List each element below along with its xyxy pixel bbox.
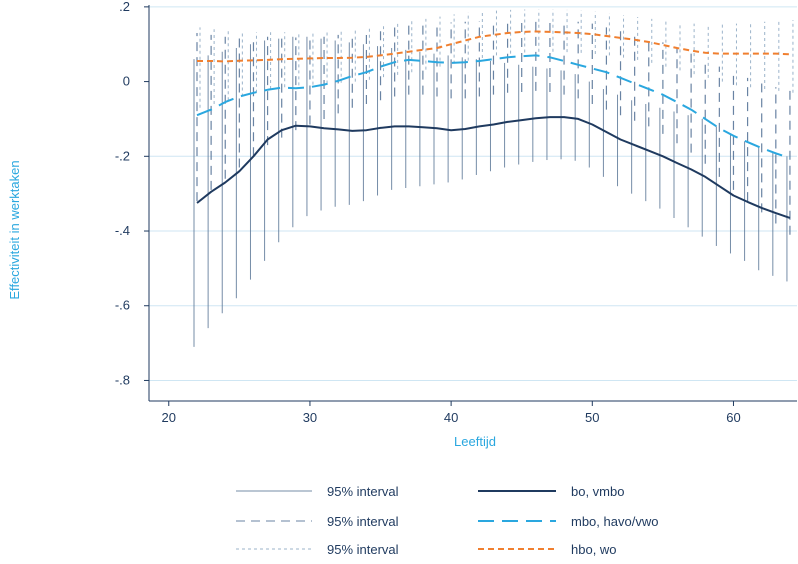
- legend-ci-label-2: 95% interval: [327, 542, 399, 557]
- legend: 95% interval 95% interval 95% interval bo, …: [236, 484, 658, 557]
- axes: .2 0 -.2 -.4 -.6 -.8 20 30 40 50 60: [115, 0, 797, 425]
- x-tick-label-1: 30: [303, 410, 317, 425]
- legend-series-label-0: bo, vmbo: [571, 484, 624, 499]
- confidence-intervals: [193, 9, 794, 347]
- legend-series-label-2: hbo, wo: [571, 542, 617, 557]
- legend-ci-label-1: 95% interval: [327, 514, 399, 529]
- x-tick-label-0: 20: [162, 410, 176, 425]
- y-axis-title: Effectiviteit in werktaken: [7, 160, 22, 299]
- x-tick-label-3: 50: [585, 410, 599, 425]
- x-tick-label-2: 40: [444, 410, 458, 425]
- y-tick-label-5: -.8: [115, 372, 130, 387]
- x-axis-title: Leeftijd: [454, 434, 496, 449]
- y-tick-label-0: .2: [119, 0, 130, 14]
- y-tick-label-3: -.4: [115, 223, 130, 238]
- y-tick-label-1: 0: [123, 74, 130, 89]
- gridlines: [149, 6, 797, 381]
- series-line-1: [196, 54, 791, 160]
- y-tick-label-2: -.2: [115, 148, 130, 163]
- legend-series-label-1: mbo, havo/vwo: [571, 514, 658, 529]
- x-tick-label-4: 60: [726, 410, 740, 425]
- y-tick-label-4: -.6: [115, 298, 130, 313]
- legend-ci-label-0: 95% interval: [327, 484, 399, 499]
- series-line-0: [196, 116, 791, 219]
- series-lines: [196, 30, 791, 219]
